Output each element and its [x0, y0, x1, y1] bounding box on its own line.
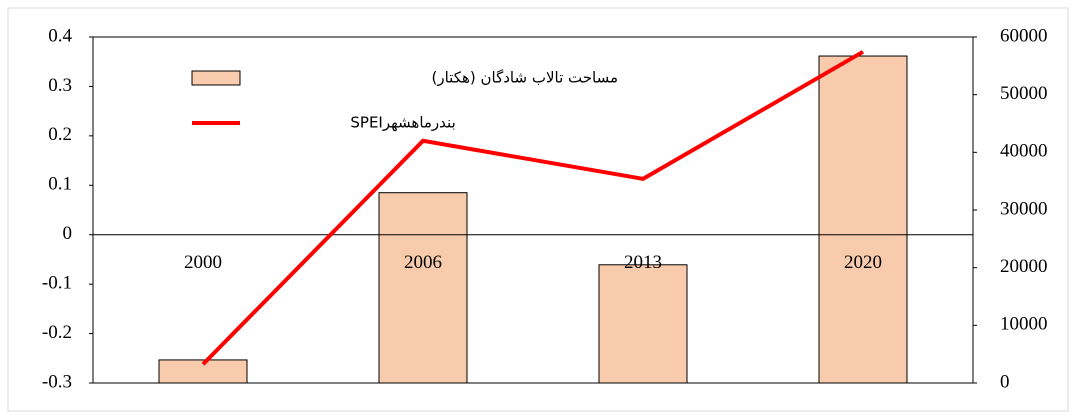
y-tick-label: -0.2 — [42, 322, 72, 343]
y2-tick-label: 30000 — [1000, 198, 1048, 219]
y-tick-label: -0.3 — [42, 371, 72, 392]
y2-tick-label: 10000 — [1000, 314, 1048, 335]
legend-swatch — [191, 70, 241, 86]
y2-tick-label: 50000 — [1000, 83, 1048, 104]
y-tick-label: 0.3 — [48, 75, 72, 96]
y2-tick-label: 0 — [1000, 371, 1010, 392]
bar — [598, 264, 688, 384]
y2-tick-label: 40000 — [1000, 141, 1048, 162]
bar — [158, 359, 248, 384]
legend-label: بندرماهشهرSPEI — [350, 114, 455, 132]
y-tick-label: 0 — [63, 223, 73, 244]
y-tick-label: 0.2 — [48, 124, 72, 145]
x-tick-label: 2000 — [184, 252, 222, 273]
y-tick-label: 0.1 — [48, 174, 72, 195]
x-tick-label: 2020 — [844, 252, 882, 273]
bar — [818, 55, 908, 384]
x-tick-label: 2013 — [624, 252, 662, 273]
y-tick-label: 0.4 — [48, 25, 72, 46]
y-tick-label: -0.1 — [42, 273, 72, 294]
x-tick-label: 2006 — [404, 252, 442, 273]
y2-tick-label: 60000 — [1000, 25, 1048, 46]
bar — [378, 192, 468, 384]
y2-tick-label: 20000 — [1000, 256, 1048, 277]
line — [201, 50, 865, 366]
legend-label: مساحت تالاب شادگان (هکتار) — [432, 69, 619, 87]
